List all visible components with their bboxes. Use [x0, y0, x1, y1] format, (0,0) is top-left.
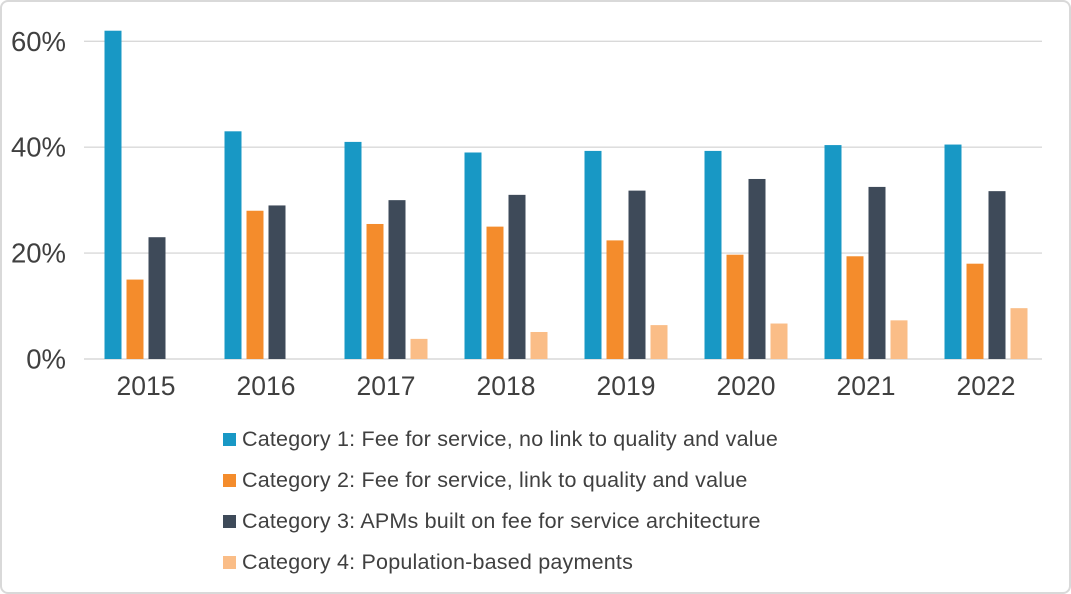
bar: [344, 141, 362, 359]
bar: [410, 338, 428, 359]
bar: [530, 331, 548, 359]
legend-swatch-icon: [223, 515, 236, 528]
bar: [366, 223, 384, 359]
bar: [104, 30, 122, 360]
legend-swatch-icon: [223, 433, 236, 446]
bar: [584, 150, 602, 359]
bar: [224, 131, 242, 359]
bar: [846, 256, 864, 359]
bar: [704, 150, 722, 359]
legend-label: Category 2: Fee for service, link to qua…: [242, 468, 748, 492]
bar: [388, 200, 406, 359]
bar: [748, 178, 766, 359]
y-axis-label: 60%: [11, 26, 66, 57]
bar: [650, 325, 668, 359]
bar: [606, 240, 624, 359]
x-axis-label: 2022: [957, 371, 1016, 401]
bar: [464, 152, 482, 359]
legend-swatch-icon: [223, 474, 236, 487]
legend-item: Category 2: Fee for service, link to qua…: [223, 468, 778, 492]
legend-item: Category 3: APMs built on fee for servic…: [223, 509, 778, 533]
legend-label: Category 3: APMs built on fee for servic…: [242, 509, 761, 533]
legend: Category 1: Fee for service, no link to …: [223, 427, 779, 574]
bar: [944, 144, 962, 359]
legend-swatch-icon: [223, 556, 236, 569]
x-axis-label: 2016: [237, 371, 296, 401]
bar: [988, 191, 1006, 359]
bar: [726, 254, 744, 359]
bar: [486, 226, 504, 359]
bar: [508, 194, 526, 359]
bar: [246, 210, 264, 359]
x-axis-label: 2019: [597, 371, 656, 401]
bar: [966, 263, 984, 359]
y-axis-label: 20%: [11, 238, 66, 269]
y-axis-label: 0%: [26, 344, 66, 375]
bar: [126, 279, 144, 359]
x-axis-label: 2020: [717, 371, 776, 401]
bar: [824, 145, 842, 359]
bar: [868, 186, 886, 359]
bar: [628, 190, 646, 359]
x-axis-label: 2018: [477, 371, 536, 401]
bar: [148, 237, 166, 359]
legend-item: Category 4: Population-based payments: [223, 550, 778, 574]
x-axis-label: 2021: [837, 371, 896, 401]
y-axis-label: 40%: [11, 132, 66, 163]
x-axis-label: 2017: [357, 371, 416, 401]
bar: [1010, 308, 1028, 359]
legend-label: Category 1: Fee for service, no link to …: [242, 427, 779, 451]
bar: [890, 320, 908, 359]
legend-item: Category 1: Fee for service, no link to …: [223, 427, 779, 451]
x-axis-label: 2015: [117, 371, 176, 401]
legend-label: Category 4: Population-based payments: [242, 550, 634, 574]
bar: [770, 323, 788, 359]
bar: [268, 205, 286, 359]
